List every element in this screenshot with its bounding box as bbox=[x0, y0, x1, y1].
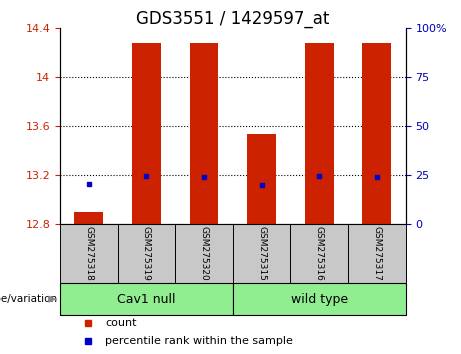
Text: genotype/variation: genotype/variation bbox=[0, 294, 57, 304]
Bar bbox=[305, 43, 334, 224]
Bar bbox=[189, 43, 219, 224]
Text: GSM275320: GSM275320 bbox=[200, 227, 208, 281]
Bar bbox=[60, 224, 118, 283]
Bar bbox=[233, 283, 406, 315]
Bar bbox=[247, 134, 276, 224]
Text: wild type: wild type bbox=[291, 293, 348, 306]
Bar bbox=[132, 43, 161, 224]
Text: GSM275319: GSM275319 bbox=[142, 226, 151, 281]
Text: Cav1 null: Cav1 null bbox=[117, 293, 176, 306]
Text: GSM275315: GSM275315 bbox=[257, 226, 266, 281]
Text: GSM275317: GSM275317 bbox=[372, 226, 381, 281]
Bar bbox=[175, 224, 233, 283]
Bar bbox=[348, 224, 406, 283]
Bar bbox=[118, 224, 175, 283]
Bar bbox=[74, 212, 103, 224]
Text: GSM275318: GSM275318 bbox=[84, 226, 93, 281]
Text: percentile rank within the sample: percentile rank within the sample bbox=[105, 336, 293, 346]
Bar bbox=[362, 43, 391, 224]
Text: count: count bbox=[105, 318, 136, 328]
Text: GSM275316: GSM275316 bbox=[315, 226, 324, 281]
Bar bbox=[233, 224, 290, 283]
Title: GDS3551 / 1429597_at: GDS3551 / 1429597_at bbox=[136, 10, 330, 28]
Bar bbox=[60, 283, 233, 315]
Bar bbox=[290, 224, 348, 283]
